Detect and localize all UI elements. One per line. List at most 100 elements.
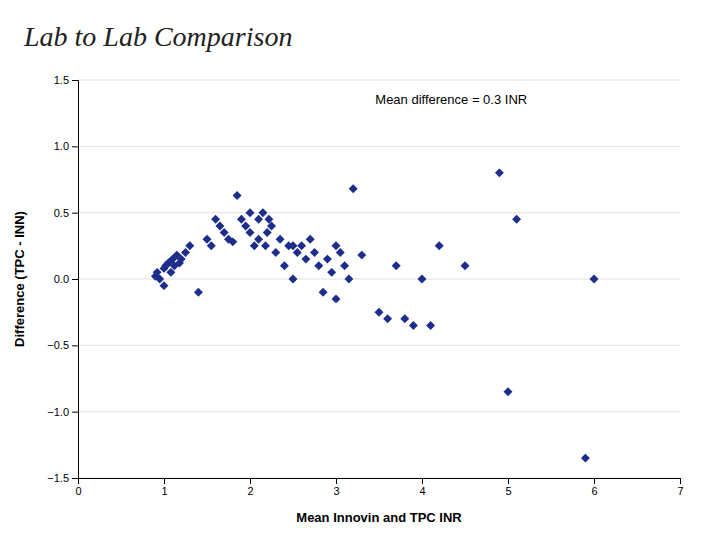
- point: [301, 255, 310, 264]
- tick-mark: [250, 478, 251, 484]
- tick: −0.5: [47, 339, 78, 351]
- grid-line: [78, 146, 680, 147]
- tick-label: 0: [75, 485, 81, 497]
- tick: 5: [505, 478, 511, 497]
- point: [426, 321, 435, 330]
- point: [280, 261, 289, 270]
- grid-line: [78, 80, 680, 81]
- tick-mark: [72, 213, 78, 214]
- tick-mark: [680, 478, 681, 484]
- point: [314, 261, 323, 270]
- point: [340, 261, 349, 270]
- point: [418, 275, 427, 284]
- point: [289, 275, 298, 284]
- point: [461, 261, 470, 270]
- tick-mark: [594, 478, 595, 484]
- point: [357, 251, 366, 260]
- tick-label: −0.5: [47, 339, 69, 351]
- tick-label: 2: [247, 485, 253, 497]
- point: [409, 321, 418, 330]
- point: [344, 275, 353, 284]
- point: [228, 237, 237, 246]
- axis-line: [72, 81, 79, 479]
- points: [151, 168, 599, 462]
- tick: −1.5: [47, 472, 78, 484]
- point: [383, 314, 392, 323]
- tick-label: 1: [161, 485, 167, 497]
- point: [319, 288, 328, 297]
- point: [215, 221, 224, 230]
- point: [332, 241, 341, 250]
- point: [241, 221, 250, 230]
- point: [504, 387, 513, 396]
- point: [250, 241, 259, 250]
- x-axis: 0 1 2 3 4 5 6 7: [75, 478, 683, 497]
- chart: Lab to Lab Comparison 0 1 2 3 4 5 6 7 −1.5 −1.0 −0.…: [0, 0, 720, 540]
- point: [185, 241, 194, 250]
- point: [276, 235, 285, 244]
- tick-label: 1.5: [54, 74, 69, 86]
- tick-label: 4: [419, 485, 425, 497]
- tick-mark: [72, 345, 78, 346]
- tick: 1.0: [54, 140, 78, 152]
- tick-mark: [72, 279, 78, 280]
- point: [271, 248, 280, 257]
- tick-label: 3: [333, 485, 339, 497]
- tick: 1.5: [54, 74, 78, 86]
- tick-mark: [508, 478, 509, 484]
- x-axis-title: Mean Innovin and TPC INR: [296, 510, 462, 525]
- point: [246, 228, 255, 237]
- point: [332, 294, 341, 303]
- point: [323, 255, 332, 264]
- point: [297, 241, 306, 250]
- point: [160, 281, 169, 290]
- point: [261, 241, 270, 250]
- point: [336, 248, 345, 257]
- point: [400, 314, 409, 323]
- y-axis-title: Difference (TPC - INN): [12, 211, 27, 347]
- point: [495, 168, 504, 177]
- point: [220, 228, 229, 237]
- tick: 4: [419, 478, 425, 497]
- tick: 3: [333, 478, 339, 497]
- point: [211, 215, 220, 224]
- tick-label: −1.0: [47, 406, 69, 418]
- point: [512, 215, 521, 224]
- tick: 0: [75, 478, 81, 497]
- tick-label: −1.5: [47, 472, 69, 484]
- point: [306, 235, 315, 244]
- tick: 7: [677, 478, 683, 497]
- tick-label: 0.5: [54, 207, 69, 219]
- tick-mark: [336, 478, 337, 484]
- point: [581, 454, 590, 463]
- tick-mark: [72, 478, 78, 479]
- tick-mark: [72, 412, 78, 413]
- point: [203, 235, 212, 244]
- tick-mark: [422, 478, 423, 484]
- tick-label: 6: [591, 485, 597, 497]
- tick-mark: [72, 80, 78, 81]
- grid: [78, 80, 680, 478]
- point: [155, 275, 164, 284]
- tick: 6: [591, 478, 597, 497]
- point: [349, 184, 358, 193]
- point: [237, 215, 246, 224]
- plot: 0 1 2 3 4 5 6 7 −1.5 −1.0 −0.5 0.0 0.5 1.0 1.5 Mean Inn…: [12, 74, 684, 525]
- point: [254, 215, 263, 224]
- tick: 1: [161, 478, 167, 497]
- point: [392, 261, 401, 270]
- point: [246, 208, 255, 217]
- point: [267, 221, 276, 230]
- point: [293, 248, 302, 257]
- tick: 0.0: [54, 273, 78, 285]
- tick: −1.0: [47, 406, 78, 418]
- point: [181, 248, 190, 257]
- point: [263, 228, 272, 237]
- grid-line: [78, 411, 680, 412]
- title: Lab to Lab Comparison: [23, 21, 292, 52]
- point: [254, 235, 263, 244]
- point: [289, 241, 298, 250]
- point: [590, 275, 599, 284]
- tick-label: 5: [505, 485, 511, 497]
- tick: 0.5: [54, 207, 78, 219]
